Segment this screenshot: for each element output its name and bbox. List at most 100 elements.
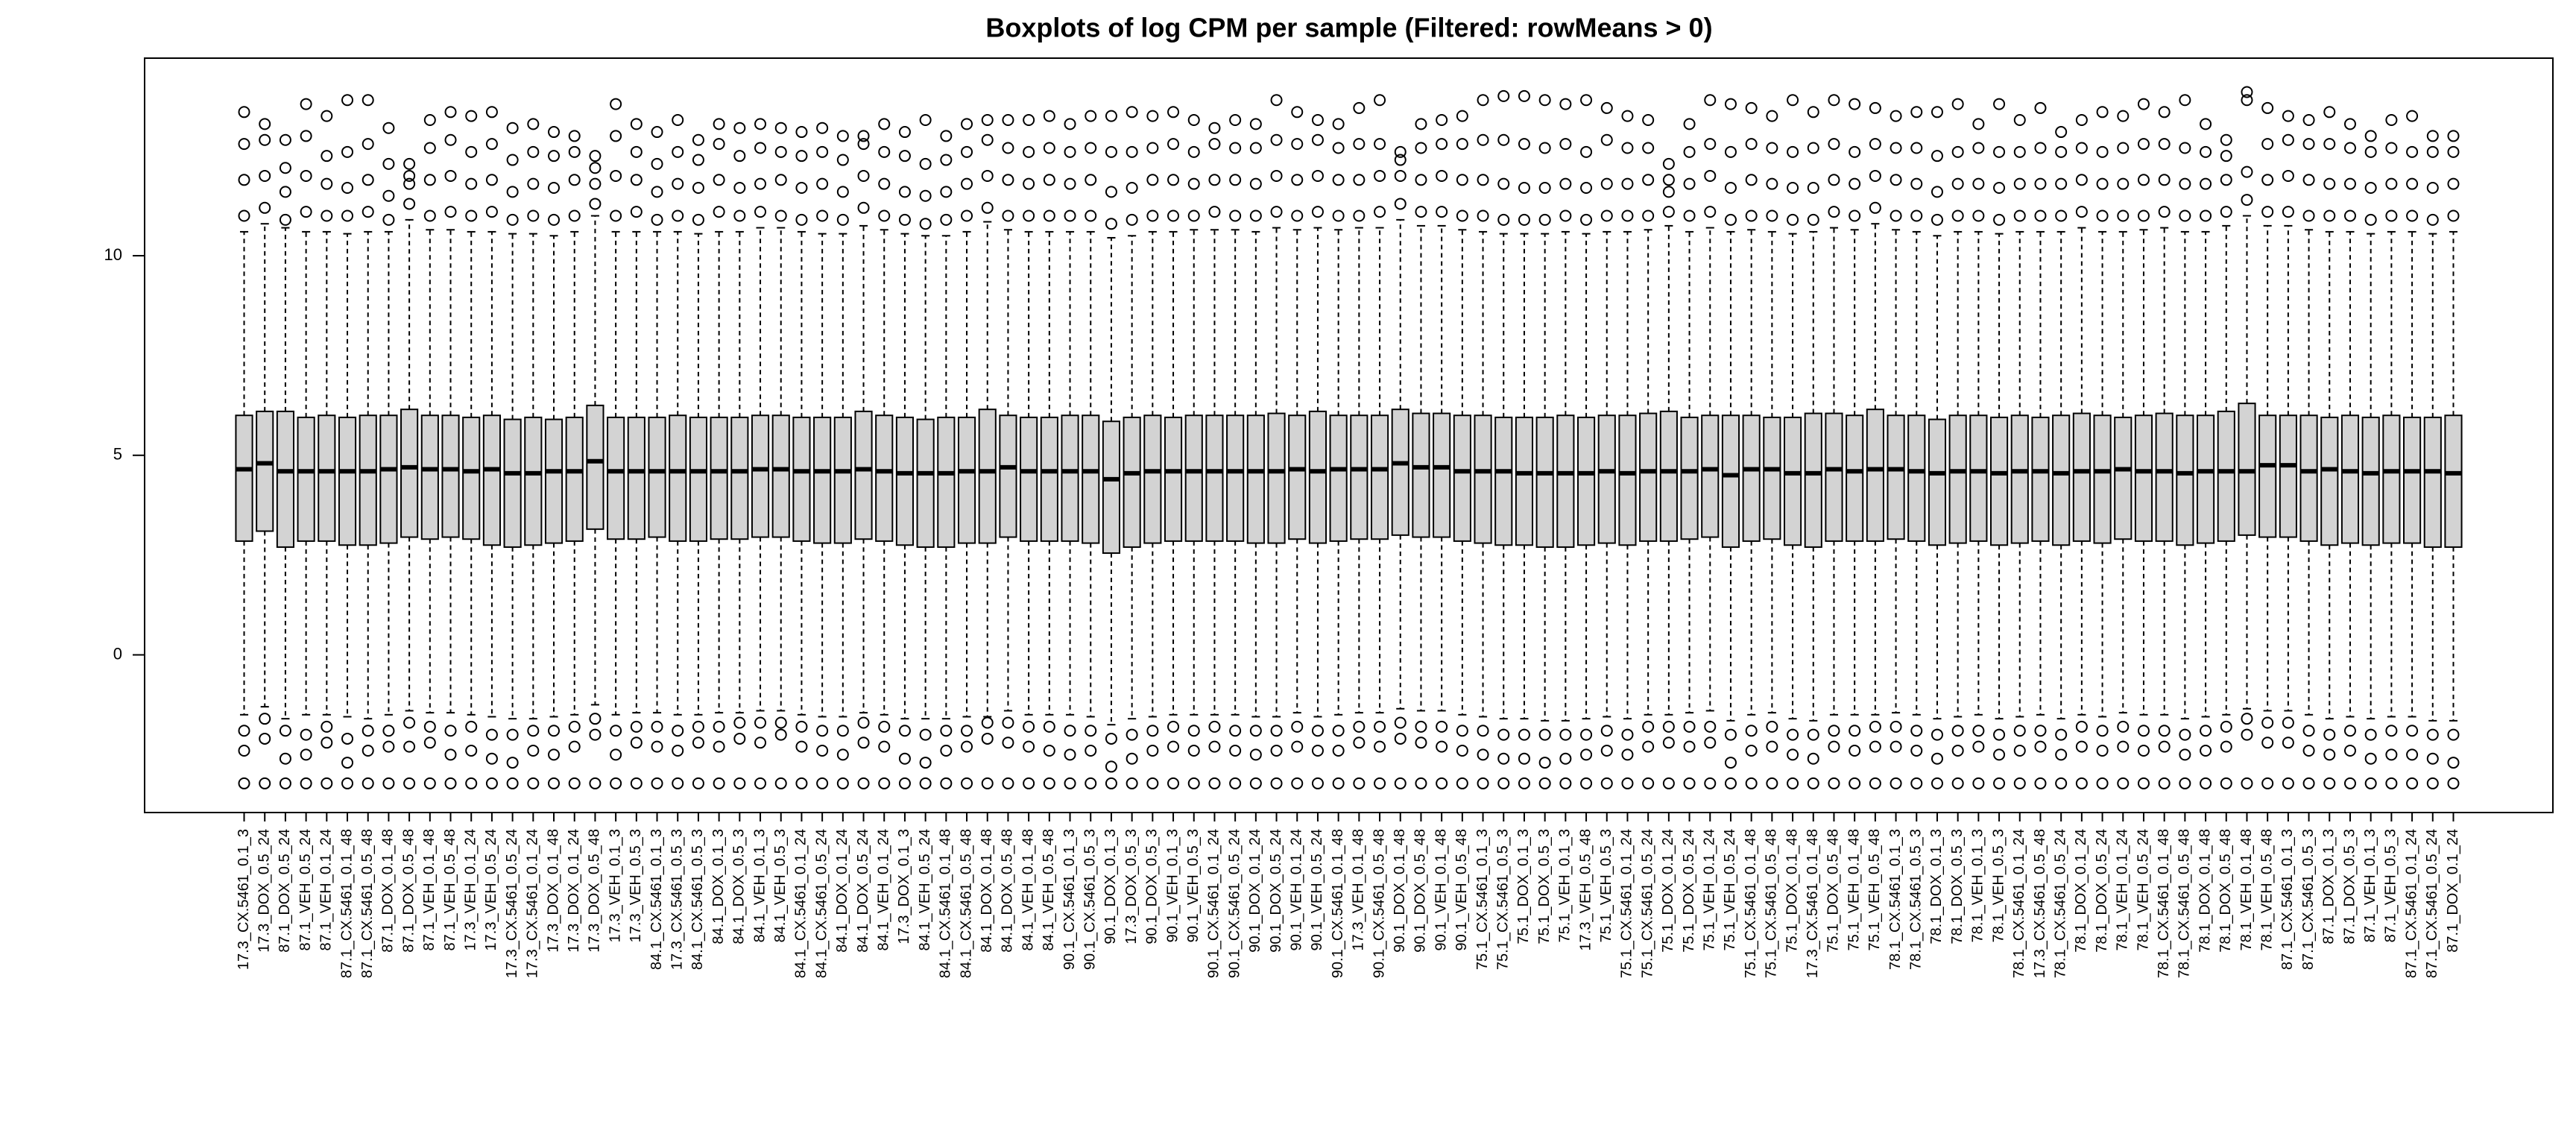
outlier bbox=[1126, 777, 1138, 789]
x-tick-label: 17.3_CX.5461_0.5_3 bbox=[669, 829, 686, 970]
outlier bbox=[1105, 777, 1117, 789]
outlier bbox=[2075, 174, 2088, 186]
outlier bbox=[1353, 138, 1366, 151]
outlier bbox=[2096, 145, 2109, 158]
outlier bbox=[1043, 110, 1055, 122]
outlier bbox=[1745, 209, 1758, 222]
x-tick-label: 84.1_VEH_0.1_3 bbox=[751, 829, 768, 942]
outlier bbox=[444, 777, 457, 789]
outlier bbox=[1724, 728, 1737, 741]
outlier bbox=[1002, 777, 1014, 789]
outlier bbox=[1229, 142, 1242, 154]
outlier bbox=[2447, 757, 2460, 769]
x-tick-label: 90.1_DOX_0.1_3 bbox=[1102, 829, 1119, 944]
box bbox=[2052, 414, 2071, 546]
outlier bbox=[1931, 186, 1943, 198]
box bbox=[2320, 416, 2339, 546]
outlier bbox=[1724, 182, 1737, 195]
outlier bbox=[2364, 145, 2377, 158]
box bbox=[1246, 414, 1265, 544]
outlier bbox=[651, 126, 663, 139]
outlier bbox=[692, 133, 704, 146]
outlier bbox=[1311, 169, 1324, 182]
outlier bbox=[1993, 145, 2006, 158]
outlier bbox=[1849, 98, 1861, 110]
outlier bbox=[961, 177, 973, 190]
box bbox=[359, 414, 377, 546]
outlier bbox=[919, 757, 932, 769]
outlier bbox=[1291, 138, 1304, 151]
outlier bbox=[1477, 777, 1489, 789]
outlier bbox=[1167, 720, 1180, 733]
outlier bbox=[2447, 177, 2460, 190]
x-tick-label: 90.1_VEH_0.5_24 bbox=[1309, 829, 1325, 950]
box bbox=[586, 404, 604, 530]
outlier bbox=[321, 177, 333, 190]
outlier bbox=[774, 209, 787, 222]
outlier bbox=[362, 94, 374, 107]
outlier bbox=[1085, 745, 1097, 757]
outlier bbox=[403, 716, 416, 729]
outlier bbox=[2406, 209, 2419, 222]
box bbox=[2340, 414, 2360, 544]
outlier bbox=[2179, 177, 2191, 190]
outlier bbox=[2034, 101, 2047, 114]
box bbox=[1701, 414, 1720, 538]
x-tick-label: 90.1_VEH_0.5_48 bbox=[1453, 829, 1470, 950]
outlier bbox=[2426, 130, 2439, 142]
outlier bbox=[754, 177, 767, 190]
x-tick-label: 84.1_VEH_0.1_24 bbox=[876, 829, 892, 950]
outlier bbox=[2158, 740, 2171, 753]
outlier bbox=[878, 209, 891, 222]
outlier bbox=[1849, 209, 1861, 222]
x-tick-label: 78.1_CX.5461_0.1_3 bbox=[1887, 829, 1904, 970]
outlier bbox=[816, 777, 829, 789]
box bbox=[2093, 414, 2112, 544]
outlier bbox=[259, 713, 271, 725]
outlier bbox=[940, 777, 953, 789]
outlier bbox=[2364, 213, 2377, 226]
outlier bbox=[548, 213, 561, 226]
outlier bbox=[444, 133, 457, 146]
outlier bbox=[1580, 777, 1593, 789]
outlier bbox=[1518, 728, 1530, 741]
x-tick-label: 90.1_CX.5461_0.5_24 bbox=[1226, 829, 1243, 978]
outlier bbox=[1538, 213, 1551, 226]
outlier bbox=[1580, 748, 1593, 761]
x-tick-label: 90.1_VEH_0.1_48 bbox=[1433, 829, 1449, 950]
outlier bbox=[919, 113, 932, 126]
outlier bbox=[1910, 777, 1923, 789]
outlier bbox=[465, 209, 478, 222]
y-tick-label: 5 bbox=[113, 445, 122, 464]
outlier bbox=[1085, 777, 1097, 789]
outlier bbox=[795, 720, 808, 733]
outlier bbox=[1167, 106, 1180, 119]
box bbox=[1763, 416, 1781, 540]
outlier bbox=[1456, 174, 1468, 186]
outlier bbox=[836, 130, 849, 142]
outlier bbox=[1497, 728, 1510, 741]
outlier bbox=[754, 142, 767, 154]
outlier bbox=[1456, 138, 1468, 151]
outlier bbox=[1105, 732, 1117, 745]
outlier bbox=[2013, 777, 2026, 789]
outlier bbox=[321, 777, 333, 789]
outlier bbox=[1931, 728, 1943, 741]
outlier bbox=[1828, 725, 1840, 737]
outlier bbox=[1436, 138, 1448, 151]
x-tick-label: 84.1_DOX_0.5_3 bbox=[731, 829, 748, 944]
outlier bbox=[1270, 133, 1283, 146]
y-tick-label: 10 bbox=[104, 245, 122, 264]
outlier bbox=[1828, 94, 1840, 107]
outlier bbox=[1291, 209, 1304, 222]
box bbox=[441, 414, 460, 538]
x-tick-label: 87.1_CX.5461_0.1_24 bbox=[2403, 829, 2419, 978]
x-tick-label: 17.3_CX.5461_0.1_48 bbox=[1805, 829, 1821, 978]
outlier bbox=[1002, 716, 1014, 729]
outlier bbox=[2385, 177, 2398, 190]
outlier bbox=[1394, 169, 1407, 182]
outlier bbox=[1518, 752, 1530, 765]
outlier bbox=[878, 118, 891, 130]
x-tick-label: 75.1_DOX_0.5_3 bbox=[1536, 829, 1553, 944]
outlier bbox=[2158, 106, 2171, 119]
